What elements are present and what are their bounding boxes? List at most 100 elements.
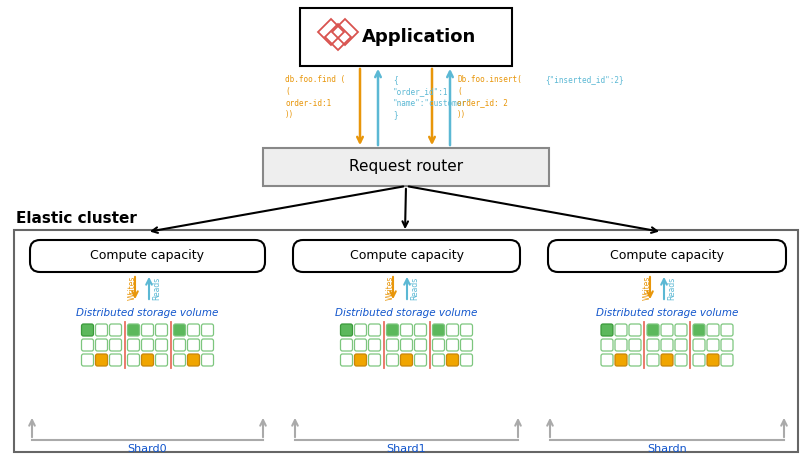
FancyBboxPatch shape: [693, 339, 705, 351]
FancyBboxPatch shape: [675, 324, 687, 336]
Text: Shard1: Shard1: [387, 444, 427, 454]
FancyBboxPatch shape: [174, 324, 186, 336]
FancyBboxPatch shape: [615, 339, 627, 351]
FancyBboxPatch shape: [447, 324, 458, 336]
Text: {
"order_id":1,
"name":"customer"
}: { "order_id":1, "name":"customer" }: [393, 75, 472, 119]
FancyBboxPatch shape: [293, 240, 520, 272]
FancyBboxPatch shape: [201, 339, 213, 351]
FancyBboxPatch shape: [201, 324, 213, 336]
FancyBboxPatch shape: [414, 354, 427, 366]
FancyBboxPatch shape: [647, 339, 659, 351]
Text: Compute capacity: Compute capacity: [91, 249, 204, 263]
FancyBboxPatch shape: [156, 354, 168, 366]
Text: Compute capacity: Compute capacity: [610, 249, 724, 263]
FancyBboxPatch shape: [201, 354, 213, 366]
FancyBboxPatch shape: [401, 354, 413, 366]
FancyBboxPatch shape: [629, 354, 641, 366]
FancyBboxPatch shape: [156, 339, 168, 351]
FancyBboxPatch shape: [721, 324, 733, 336]
Bar: [263, 148, 549, 186]
FancyBboxPatch shape: [401, 339, 413, 351]
Text: Shardn: Shardn: [647, 444, 687, 454]
FancyBboxPatch shape: [629, 339, 641, 351]
Text: Writes: Writes: [642, 276, 651, 300]
Text: Reads: Reads: [152, 276, 161, 300]
FancyBboxPatch shape: [141, 324, 153, 336]
Text: db.foo.find (
(
order-id:1
)): db.foo.find ( ( order-id:1 )): [285, 75, 345, 119]
Bar: [14, 230, 798, 452]
FancyBboxPatch shape: [615, 324, 627, 336]
FancyBboxPatch shape: [96, 324, 108, 336]
FancyBboxPatch shape: [368, 354, 380, 366]
FancyBboxPatch shape: [127, 339, 139, 351]
FancyBboxPatch shape: [707, 339, 719, 351]
FancyBboxPatch shape: [387, 339, 398, 351]
FancyBboxPatch shape: [615, 354, 627, 366]
FancyBboxPatch shape: [675, 339, 687, 351]
FancyBboxPatch shape: [601, 339, 613, 351]
FancyBboxPatch shape: [96, 339, 108, 351]
FancyBboxPatch shape: [354, 339, 367, 351]
FancyBboxPatch shape: [693, 324, 705, 336]
Text: Compute capacity: Compute capacity: [350, 249, 464, 263]
Text: Shard0: Shard0: [127, 444, 167, 454]
FancyBboxPatch shape: [156, 324, 168, 336]
FancyBboxPatch shape: [461, 354, 473, 366]
FancyBboxPatch shape: [341, 354, 353, 366]
FancyBboxPatch shape: [187, 339, 200, 351]
FancyBboxPatch shape: [354, 324, 367, 336]
Text: Application: Application: [362, 28, 476, 46]
Text: Writes: Writes: [127, 276, 136, 300]
FancyBboxPatch shape: [109, 354, 122, 366]
FancyBboxPatch shape: [109, 324, 122, 336]
FancyBboxPatch shape: [548, 240, 786, 272]
FancyBboxPatch shape: [629, 324, 641, 336]
Text: Elastic cluster: Elastic cluster: [16, 211, 137, 226]
Text: Reads: Reads: [667, 276, 676, 300]
FancyBboxPatch shape: [707, 324, 719, 336]
Text: Db.foo.insert(
(
order_id: 2
)): Db.foo.insert( ( order_id: 2 )): [457, 75, 521, 119]
FancyBboxPatch shape: [432, 354, 444, 366]
Text: Reads: Reads: [410, 276, 419, 300]
FancyBboxPatch shape: [341, 339, 353, 351]
Text: Distributed storage volume: Distributed storage volume: [596, 308, 738, 318]
FancyBboxPatch shape: [368, 339, 380, 351]
FancyBboxPatch shape: [647, 324, 659, 336]
FancyBboxPatch shape: [174, 354, 186, 366]
FancyBboxPatch shape: [414, 339, 427, 351]
FancyBboxPatch shape: [661, 324, 673, 336]
FancyBboxPatch shape: [341, 324, 353, 336]
FancyBboxPatch shape: [354, 354, 367, 366]
FancyBboxPatch shape: [81, 354, 93, 366]
FancyBboxPatch shape: [601, 354, 613, 366]
Text: Distributed storage volume: Distributed storage volume: [335, 308, 478, 318]
FancyBboxPatch shape: [414, 324, 427, 336]
FancyBboxPatch shape: [693, 354, 705, 366]
Text: Request router: Request router: [349, 159, 463, 174]
FancyBboxPatch shape: [387, 324, 398, 336]
FancyBboxPatch shape: [141, 354, 153, 366]
FancyBboxPatch shape: [721, 354, 733, 366]
FancyBboxPatch shape: [96, 354, 108, 366]
FancyBboxPatch shape: [81, 324, 93, 336]
FancyBboxPatch shape: [432, 324, 444, 336]
FancyBboxPatch shape: [647, 354, 659, 366]
FancyBboxPatch shape: [127, 354, 139, 366]
Text: Distributed storage volume: Distributed storage volume: [76, 308, 219, 318]
FancyBboxPatch shape: [661, 339, 673, 351]
FancyBboxPatch shape: [447, 354, 458, 366]
FancyBboxPatch shape: [447, 339, 458, 351]
FancyBboxPatch shape: [174, 339, 186, 351]
FancyBboxPatch shape: [461, 339, 473, 351]
Bar: [300, 8, 512, 66]
FancyBboxPatch shape: [187, 324, 200, 336]
FancyBboxPatch shape: [30, 240, 265, 272]
FancyBboxPatch shape: [707, 354, 719, 366]
Text: Writes: Writes: [385, 276, 394, 300]
FancyBboxPatch shape: [721, 339, 733, 351]
FancyBboxPatch shape: [401, 324, 413, 336]
FancyBboxPatch shape: [368, 324, 380, 336]
FancyBboxPatch shape: [109, 339, 122, 351]
FancyBboxPatch shape: [661, 354, 673, 366]
FancyBboxPatch shape: [601, 324, 613, 336]
